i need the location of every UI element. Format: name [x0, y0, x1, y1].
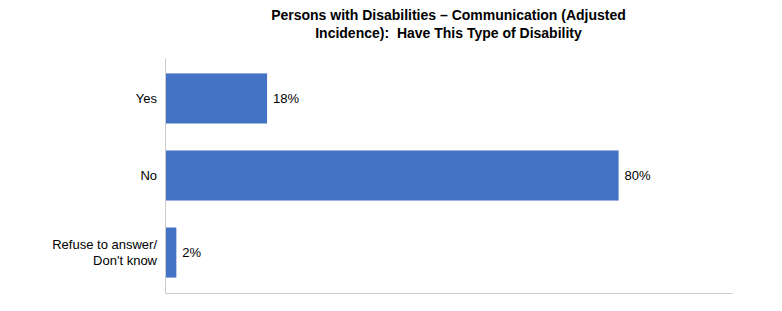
- data-label: 80%: [625, 168, 651, 183]
- data-label: 18%: [273, 91, 299, 106]
- tick: Refuse to answer/Don't know: [52, 237, 157, 268]
- plot-area: Yes No Refuse to answer/Don't know 18% 80% 2%: [52, 59, 732, 294]
- chart-svg: Persons with Disabilities – Communicatio…: [0, 0, 782, 311]
- bars: [165, 73, 619, 277]
- tick-label: Refuse to answer/Don't know: [52, 237, 157, 268]
- axis-line: [166, 293, 733, 294]
- bar: [165, 73, 267, 123]
- tick-label: Yes: [136, 91, 158, 106]
- tick: No: [140, 168, 157, 183]
- category-axis: Yes No Refuse to answer/Don't know: [52, 59, 165, 294]
- title: Persons with Disabilities – Communicatio…: [271, 7, 626, 41]
- chart-container: Persons with Disabilities – Communicatio…: [0, 0, 782, 311]
- data-label: 2%: [182, 245, 201, 260]
- tick-label: No: [140, 168, 157, 183]
- tick: Yes: [136, 91, 158, 106]
- data-labels: 18% 80% 2%: [182, 91, 651, 260]
- bar: [165, 228, 176, 278]
- bar: [165, 150, 619, 200]
- axis-line: [165, 59, 166, 294]
- value-axis: [166, 293, 733, 294]
